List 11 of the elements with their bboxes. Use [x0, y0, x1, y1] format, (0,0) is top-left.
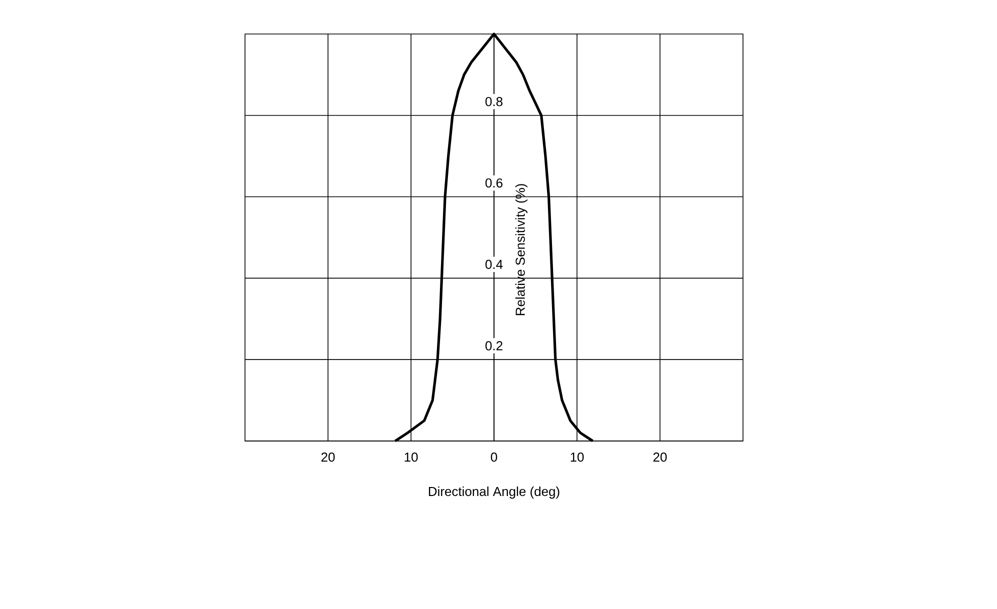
- x-tick-label: 10: [404, 452, 418, 462]
- x-tick-label: 10: [570, 452, 584, 462]
- y-tick-label: 0.4: [485, 260, 503, 269]
- x-tick-label: 20: [653, 452, 667, 462]
- y-tick-label: 0.6: [485, 178, 502, 188]
- x-tick-label: 20: [321, 452, 335, 462]
- x-axis-title: Directional Angle (deg): [428, 486, 560, 499]
- y-axis-title: Relative Sensitivity (%): [515, 184, 528, 316]
- x-tick-label: 0: [490, 452, 498, 462]
- y-tick-label: 0.2: [485, 341, 502, 350]
- y-tick-label: 0.8: [485, 96, 502, 106]
